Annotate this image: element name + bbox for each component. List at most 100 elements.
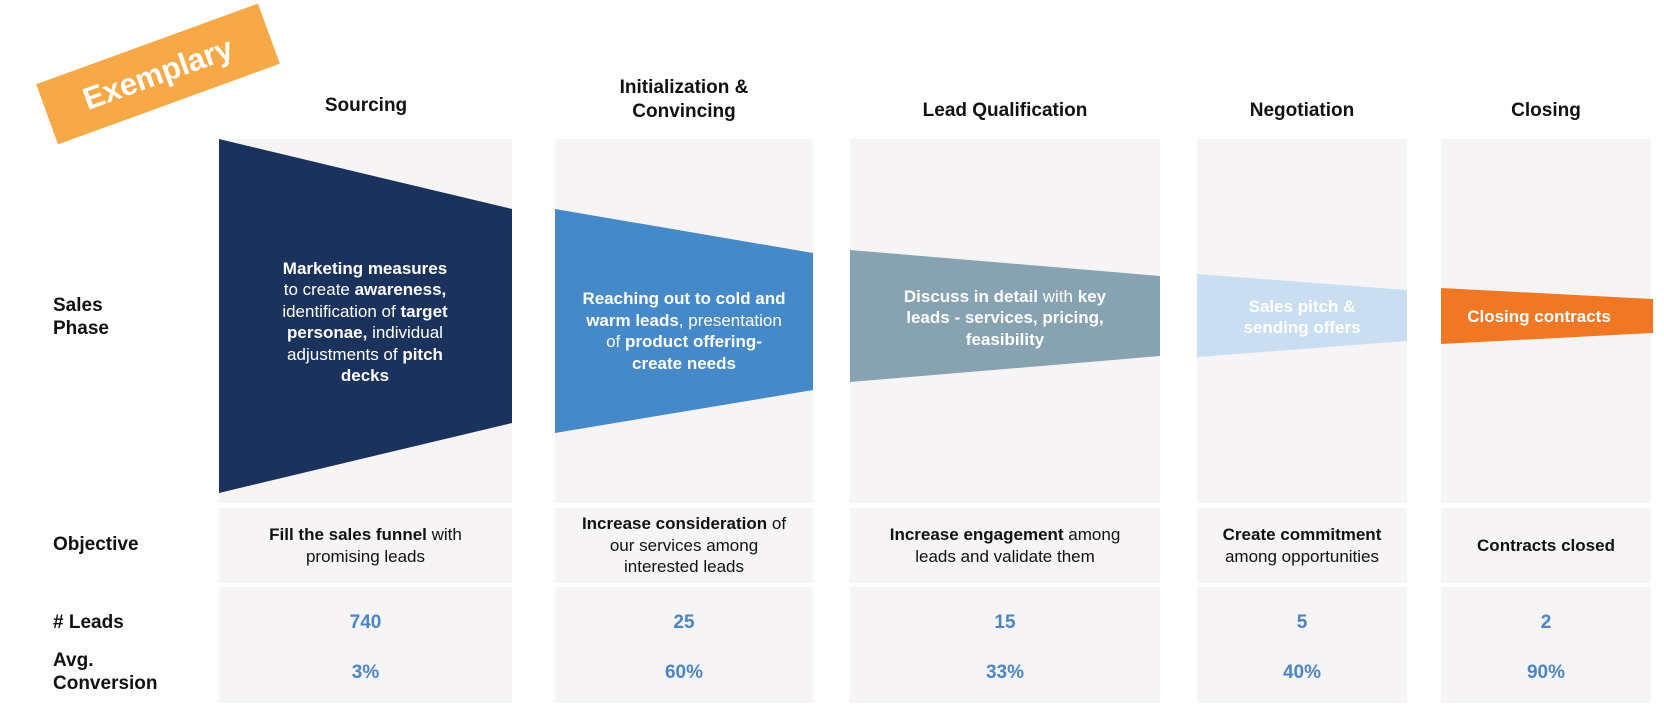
row-label-leads: # Leads: [53, 612, 124, 633]
funnel-polygon-sourcing: [219, 139, 512, 493]
row-label-avg-conversion: Avg. Conversion: [53, 649, 158, 695]
objective-lead-qualification-bold: Increase engagement: [889, 525, 1064, 544]
phase-text-lead-qualification-line1: Discuss in detail with key: [904, 286, 1106, 308]
conversion-lead-qualification: 33%: [985, 662, 1025, 683]
metrics-panel-lead-qualification: [850, 587, 1160, 703]
leads-sourcing: 740: [349, 612, 382, 633]
funnel-polygon-negotiation: [1197, 274, 1407, 357]
funnel-shape-initialization: [555, 209, 813, 433]
objective-panel-sourcing: [219, 508, 512, 583]
objective-initialization-line2: our services among: [609, 535, 759, 555]
phase-text-lead-qualification-line1b: with: [1038, 286, 1078, 306]
phase-text-lead-qualification-line1c: key: [1077, 286, 1107, 306]
header-closing: Closing: [1511, 100, 1581, 121]
metrics-panel-initialization: [555, 587, 813, 703]
objective-closing: Contracts closed: [1441, 508, 1651, 583]
conversion-negotiation: 40%: [1282, 662, 1322, 683]
leads-closing: 2: [1540, 612, 1552, 633]
row-label-sales-phase-line1: Sales: [53, 295, 103, 316]
header-initialization-line1: Initialization &: [619, 77, 749, 98]
phase-text-initialization-line1: Reaching out to cold and: [582, 289, 786, 308]
phase-text-initialization-line3a: of: [606, 332, 625, 351]
conversion-sourcing: 3%: [351, 662, 380, 683]
phase-text-sourcing-line2b: awareness,: [354, 280, 447, 299]
funnel-polygon-lead-qualification: [850, 250, 1160, 382]
objective-initialization: Increase consideration of our services a…: [555, 508, 813, 583]
objective-sourcing-line2: promising leads: [305, 546, 426, 566]
row-label-objective: Objective: [53, 534, 139, 555]
phase-text-initialization-line2a: warm leads: [586, 310, 679, 330]
objective-sourcing-rest: with: [426, 525, 462, 544]
objective-initialization-rest: of: [767, 514, 787, 534]
row-label-avg-conversion-line1: Avg.: [53, 650, 94, 671]
leads-initialization: 25: [673, 612, 695, 633]
objective-panel-negotiation: [1197, 508, 1407, 583]
phase-text-sourcing-line5a: adjustments of: [287, 344, 403, 364]
phase-text-sourcing-line3a: identification of: [282, 301, 401, 321]
leads-lead-qualification: 15: [994, 612, 1016, 633]
objective-initialization-bold: Increase consideration: [581, 514, 768, 534]
phase-text-sourcing-line3b: target: [400, 301, 448, 321]
conversion-initialization: 60%: [664, 662, 704, 683]
exemplary-badge: Exemplary: [36, 3, 280, 145]
objective-negotiation: Create commitment among opportunities: [1197, 508, 1407, 583]
objective-sourcing: Fill the sales funnel with promising lea…: [219, 508, 512, 583]
objective-panel-closing: [1441, 508, 1651, 583]
objective-lead-qualification-line2: leads and validate them: [915, 546, 1095, 566]
phase-text-lead-qualification: Discuss in detail with key leads - servi…: [862, 282, 1148, 354]
row-label-avg-conversion-line2: Conversion: [53, 673, 158, 694]
phase-text-sourcing-line2a: to create: [283, 280, 355, 299]
metrics-panel-sourcing: [219, 587, 512, 703]
phase-text-sourcing: Marketing measures to create awareness, …: [249, 242, 481, 402]
objective-negotiation-bold: Create commitment: [1222, 525, 1382, 544]
phase-text-initialization-line2: warm leads, presentation: [582, 310, 785, 332]
objective-initialization-line3: interested leads: [623, 557, 745, 577]
phase-text-sourcing-line3: identification of target: [282, 301, 447, 323]
phase-text-sourcing-line6: decks: [340, 366, 390, 385]
funnel-shape-closing: [1441, 288, 1653, 344]
funnel-shape-sourcing: [219, 139, 512, 493]
header-initialization-line2: Convincing: [632, 101, 736, 122]
header-negotiation: Negotiation: [1249, 100, 1355, 121]
row-label-sales-phase: Sales Phase: [53, 294, 109, 340]
phase-text-initialization-line3b: product offering-: [624, 332, 762, 351]
header-initialization: Initialization & Convincing: [555, 76, 813, 124]
phase-text-initialization-line4: create needs: [632, 353, 736, 373]
funnel-shape-negotiation: [1197, 274, 1407, 357]
objective-closing-bold: Contracts closed: [1477, 535, 1615, 555]
row-label-sales-phase-line2: Phase: [53, 318, 109, 339]
phase-text-negotiation: Sales pitch & sending offers: [1205, 293, 1399, 341]
phase-text-sourcing-line2: to create awareness,: [282, 279, 447, 301]
phase-text-initialization: Reaching out to cold and warm leads, pre…: [560, 276, 808, 386]
objective-sourcing-bold: Fill the sales funnel: [269, 525, 427, 544]
funnel-polygon-closing: [1441, 288, 1653, 344]
objective-lead-qualification: Increase engagement among leads and vali…: [850, 508, 1160, 583]
metrics-panel-negotiation: [1197, 587, 1407, 703]
objective-sourcing-line1: Fill the sales funnel with: [269, 525, 462, 544]
leads-negotiation: 5: [1296, 612, 1308, 633]
phase-text-sourcing-line5b: pitch: [402, 344, 443, 364]
objective-panel-initialization: [555, 508, 813, 583]
header-sourcing: Sourcing: [324, 95, 408, 116]
conversion-closing: 90%: [1526, 662, 1566, 683]
phase-text-sourcing-line1: Marketing measures: [282, 258, 448, 278]
phase-text-sourcing-line5: adjustments of pitch: [282, 344, 447, 366]
phase-text-closing: Closing contracts: [1445, 305, 1633, 329]
funnel-shape-lead-qualification: [850, 250, 1160, 382]
phase-text-sourcing-line4: personae, individual: [282, 322, 447, 344]
phase-text-lead-qualification-line2: leads - services, pricing,: [906, 308, 1104, 328]
metrics-panel-closing: [1441, 587, 1651, 703]
objective-initialization-line1: Increase consideration of: [582, 514, 786, 533]
phase-text-negotiation-line2: sending offers: [1243, 318, 1361, 337]
phase-text-lead-qualification-line1a: Discuss in detail: [903, 286, 1039, 306]
objective-panel-lead-qualification: [850, 508, 1160, 583]
phase-text-closing-line1: Closing contracts: [1467, 307, 1611, 327]
phase-text-lead-qualification-line3: feasibility: [965, 329, 1045, 349]
phase-text-initialization-line3: of product offering-: [582, 331, 785, 353]
phase-text-sourcing-line4a: personae,: [287, 323, 368, 342]
phase-text-sourcing-line4b: individual: [367, 323, 443, 342]
objective-lead-qualification-line1: Increase engagement among: [890, 525, 1121, 544]
header-lead-qualification: Lead Qualification: [922, 100, 1088, 121]
funnel-polygon-initialization: [555, 209, 813, 433]
phase-text-negotiation-line1: Sales pitch &: [1248, 296, 1356, 316]
